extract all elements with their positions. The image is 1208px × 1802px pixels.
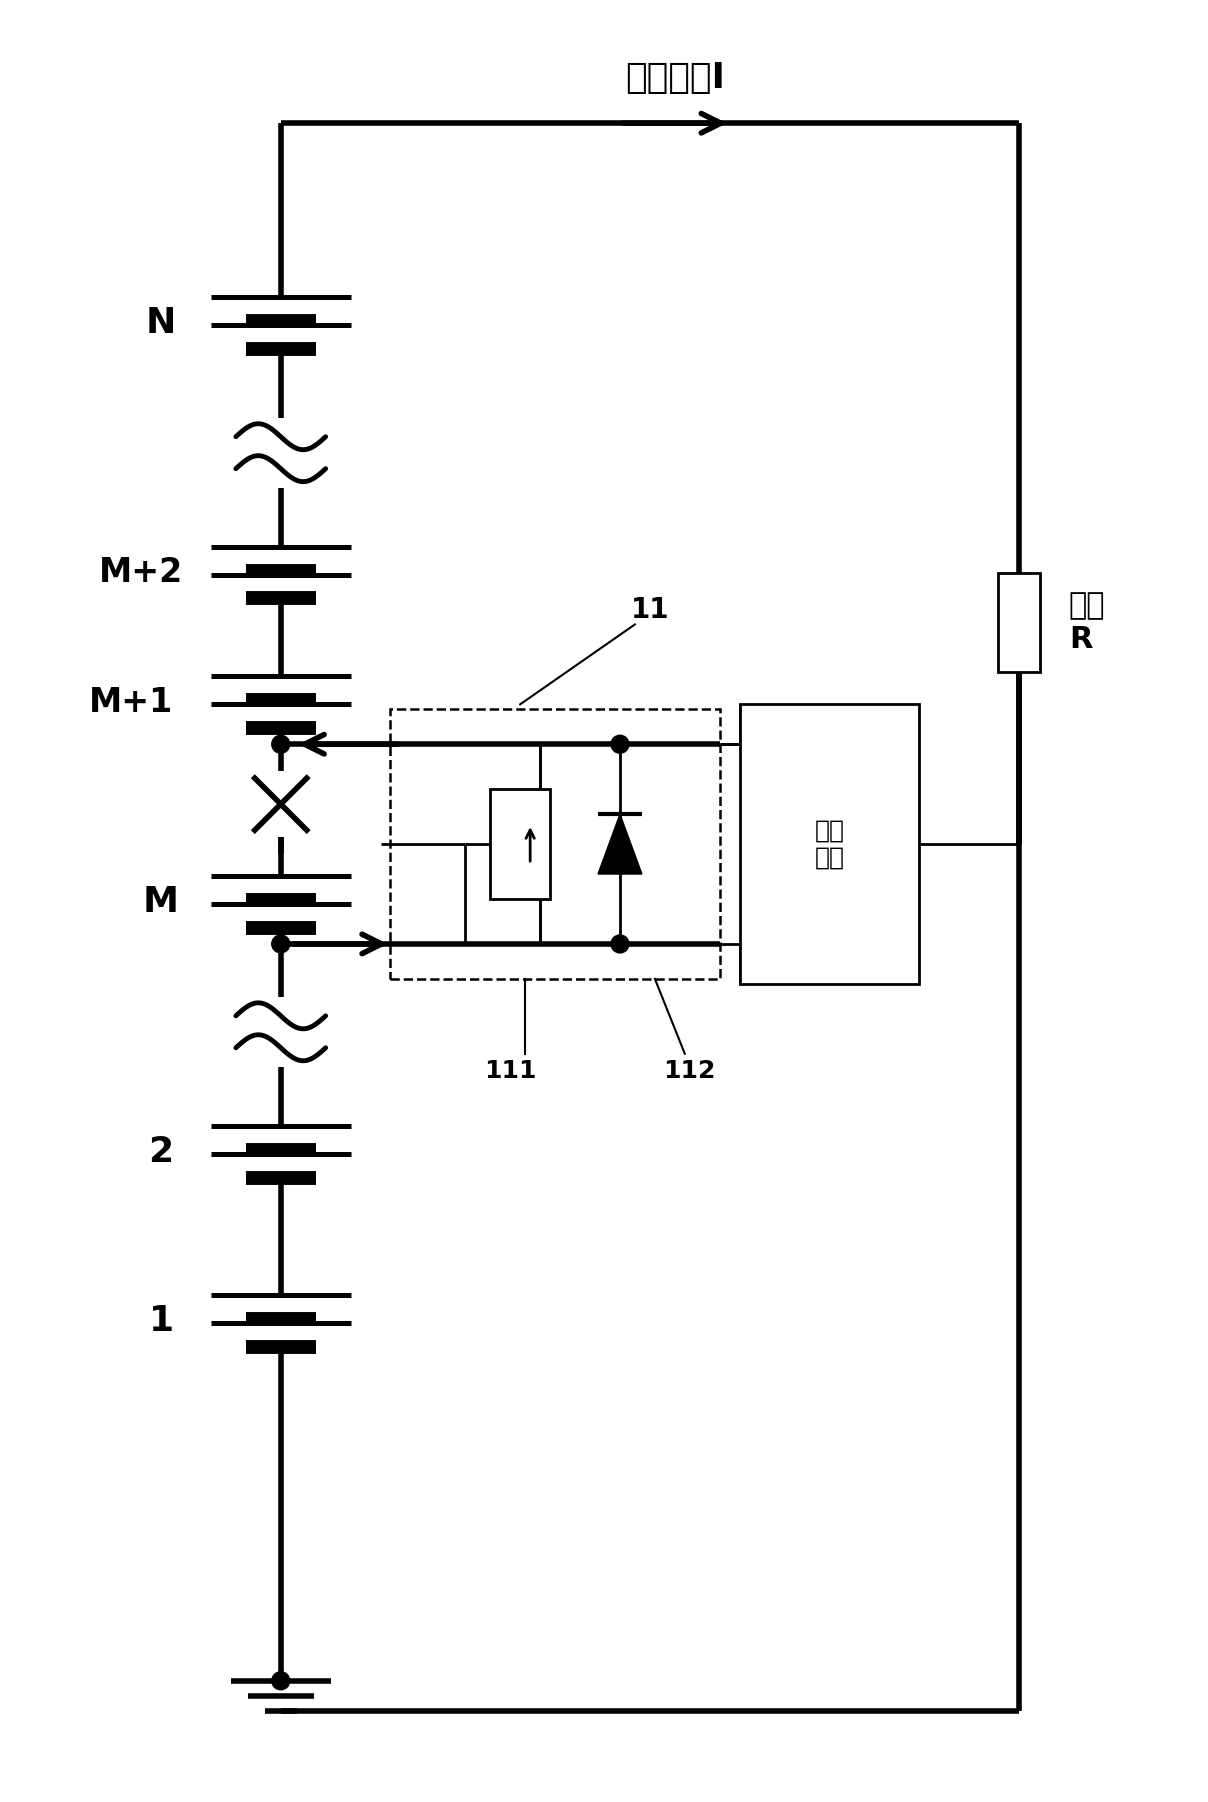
Circle shape [272,735,290,753]
Circle shape [611,935,629,953]
Text: 111: 111 [484,1060,536,1083]
Text: 112: 112 [663,1060,716,1083]
Text: M+1: M+1 [89,687,173,719]
Circle shape [272,1672,290,1690]
Bar [998,573,1040,672]
Polygon shape [598,815,641,874]
Text: N: N [146,306,176,341]
Text: 放电电流I: 放电电流I [625,61,725,96]
Circle shape [272,935,290,953]
Text: 11: 11 [631,596,669,625]
Text: 负载
R: 负载 R [1069,591,1105,654]
Text: M+2: M+2 [99,557,184,589]
Circle shape [611,735,629,753]
Bar [490,789,550,899]
Text: M: M [143,885,179,919]
Bar [739,705,919,984]
Text: 1: 1 [149,1305,174,1339]
Bar [390,710,720,978]
Text: 其它
电路: 其它 电路 [814,818,844,870]
Text: 2: 2 [149,1135,174,1169]
